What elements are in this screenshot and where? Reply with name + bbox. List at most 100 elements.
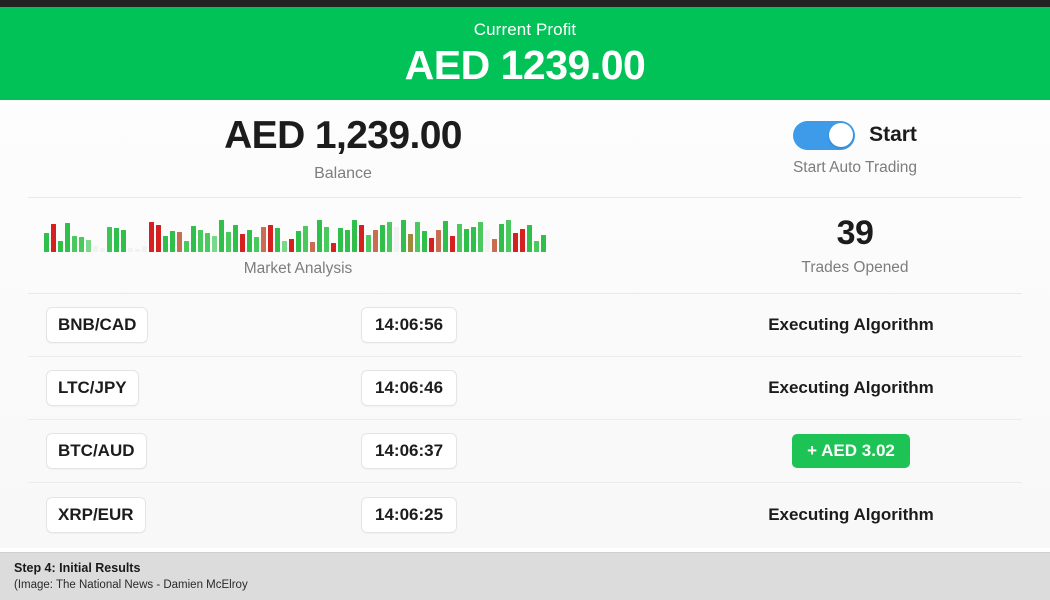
market-bar: [394, 226, 399, 252]
market-bar: [121, 229, 126, 252]
balance-caption: Balance: [314, 165, 372, 182]
profit-amount: AED 1239.00: [404, 41, 646, 88]
trade-status-text: Executing Algorithm: [768, 315, 934, 334]
market-bar: [471, 226, 476, 252]
trade-list: BNB/CAD 14:06:56 Executing Algorithm LTC/JP…: [28, 294, 1022, 546]
trade-time-cell: 14:06:37: [353, 433, 688, 469]
trade-pair-cell: LTC/JPY: [28, 370, 353, 406]
start-label: Start: [869, 123, 917, 146]
market-bar: [58, 240, 63, 252]
market-bar: [317, 219, 322, 252]
market-bar: [352, 219, 357, 252]
trades-opened-cell: 39 Trades Opened: [688, 214, 1022, 277]
market-bar: [443, 220, 448, 252]
profit-status-badge: + AED 3.02: [792, 434, 910, 468]
market-bar: [289, 238, 294, 252]
market-bar: [142, 245, 147, 252]
market-bar: [93, 245, 98, 252]
market-bar: [184, 240, 189, 252]
trade-pair-cell: BNB/CAD: [28, 307, 353, 343]
market-bar: [422, 230, 427, 252]
market-bar: [373, 229, 378, 252]
market-bar: [429, 237, 434, 252]
trade-time-cell: 14:06:46: [353, 370, 688, 406]
balance-amount: AED 1,239.00: [224, 114, 462, 157]
market-bar: [450, 235, 455, 252]
market-bar: [296, 230, 301, 252]
market-bar: [212, 235, 217, 252]
market-bar: [380, 224, 385, 252]
toggle-knob-icon: [828, 123, 853, 147]
market-bar: [72, 235, 77, 252]
market-bar: [324, 226, 329, 252]
footer-title: Step 4: Initial Results: [14, 561, 141, 575]
market-bar: [51, 223, 56, 252]
market-bar: [198, 229, 203, 252]
table-row[interactable]: LTC/JPY 14:06:46 Executing Algorithm: [28, 357, 1022, 420]
market-bar: [478, 221, 483, 252]
trade-timestamp-badge: 14:06:25: [361, 496, 458, 533]
trade-time-cell: 14:06:56: [353, 307, 688, 343]
market-bar: [359, 224, 364, 252]
footer-credit: (Image: The National News - Damien McElr…: [14, 579, 248, 591]
market-bar: [387, 221, 392, 252]
market-bar: [191, 225, 196, 252]
market-bar: [303, 225, 308, 252]
market-bar: [520, 228, 525, 252]
market-bar: [156, 224, 161, 252]
auto-trading-toggle-line: Start: [793, 120, 917, 150]
trade-status-text: Executing Algorithm: [768, 504, 934, 524]
trade-timestamp-badge: 14:06:56: [361, 307, 458, 343]
market-bar: [254, 236, 259, 252]
market-bar: [268, 224, 273, 252]
auto-trading-cell: Start Start Auto Trading: [688, 120, 1022, 177]
auto-trading-caption: Start Auto Trading: [792, 158, 918, 176]
market-bar: [415, 221, 420, 252]
market-bar: [345, 229, 350, 252]
main-panel: AED 1,239.00 Balance Start Start Auto Tr…: [0, 100, 1050, 548]
market-bar: [499, 223, 504, 252]
trade-status-cell: Executing Algorithm: [688, 315, 1022, 335]
auto-trading-toggle[interactable]: [793, 120, 856, 150]
current-profit-banner: Current Profit AED 1239.00: [0, 7, 1050, 100]
table-row[interactable]: BTC/AUD 14:06:37 + AED 3.02: [28, 420, 1022, 483]
trade-status-cell: Executing Algorithm: [688, 505, 1022, 525]
market-analysis-cell: Market Analysis: [28, 214, 688, 278]
market-bar: [331, 242, 336, 252]
market-bar: [205, 232, 210, 252]
market-bar: [282, 240, 287, 252]
market-bar: [170, 230, 175, 252]
market-bar: [86, 239, 91, 252]
footer-caption: Step 4: Initial Results (Image: The Nati…: [0, 552, 1050, 600]
market-analysis-caption: Market Analysis: [243, 259, 353, 277]
market-bar: [338, 227, 343, 252]
trade-status-text: Executing Algorithm: [768, 378, 934, 397]
market-bar: [114, 227, 119, 252]
market-bar: [135, 248, 140, 252]
market-bar: [100, 247, 105, 252]
market-bar: [436, 229, 441, 252]
trades-opened-caption: Trades Opened: [801, 259, 909, 276]
table-row[interactable]: XRP/EUR 14:06:25 Executing Algorithm: [28, 483, 1022, 546]
market-bar: [492, 238, 497, 252]
market-bar: [261, 226, 266, 252]
market-bar: [541, 234, 546, 252]
market-bar: [233, 224, 238, 252]
market-bar: [177, 231, 182, 252]
top-dark-strip: [0, 0, 1050, 7]
market-bar: [457, 223, 462, 252]
market-bar: [366, 234, 371, 252]
table-row[interactable]: BNB/CAD 14:06:56 Executing Algorithm: [28, 294, 1022, 357]
market-bar: [65, 222, 70, 252]
trades-opened-count: 39: [836, 214, 874, 252]
market-bar: [408, 233, 413, 252]
market-bar: [149, 221, 154, 252]
market-bar: [310, 241, 315, 252]
market-bar: [534, 240, 539, 252]
trade-status-cell: Executing Algorithm: [688, 378, 1022, 398]
market-bar: [240, 233, 245, 252]
analysis-section: Market Analysis 39 Trades Opened: [28, 198, 1022, 294]
market-bar: [226, 231, 231, 252]
market-bar: [401, 219, 406, 252]
